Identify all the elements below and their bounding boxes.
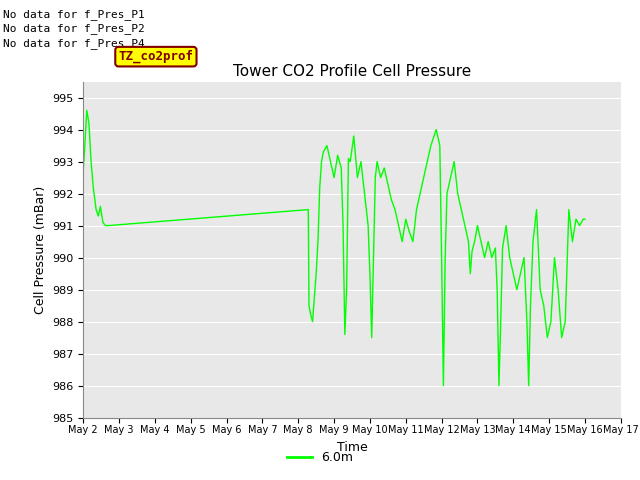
Text: No data for f_Pres_P2: No data for f_Pres_P2	[3, 23, 145, 34]
Text: No data for f_Pres_P1: No data for f_Pres_P1	[3, 9, 145, 20]
Title: Tower CO2 Profile Cell Pressure: Tower CO2 Profile Cell Pressure	[233, 64, 471, 79]
Text: TZ_co2prof: TZ_co2prof	[118, 50, 193, 63]
Text: No data for f_Pres_P4: No data for f_Pres_P4	[3, 37, 145, 48]
Legend: 6.0m: 6.0m	[282, 446, 358, 469]
Y-axis label: Cell Pressure (mBar): Cell Pressure (mBar)	[33, 185, 47, 314]
X-axis label: Time: Time	[337, 441, 367, 454]
